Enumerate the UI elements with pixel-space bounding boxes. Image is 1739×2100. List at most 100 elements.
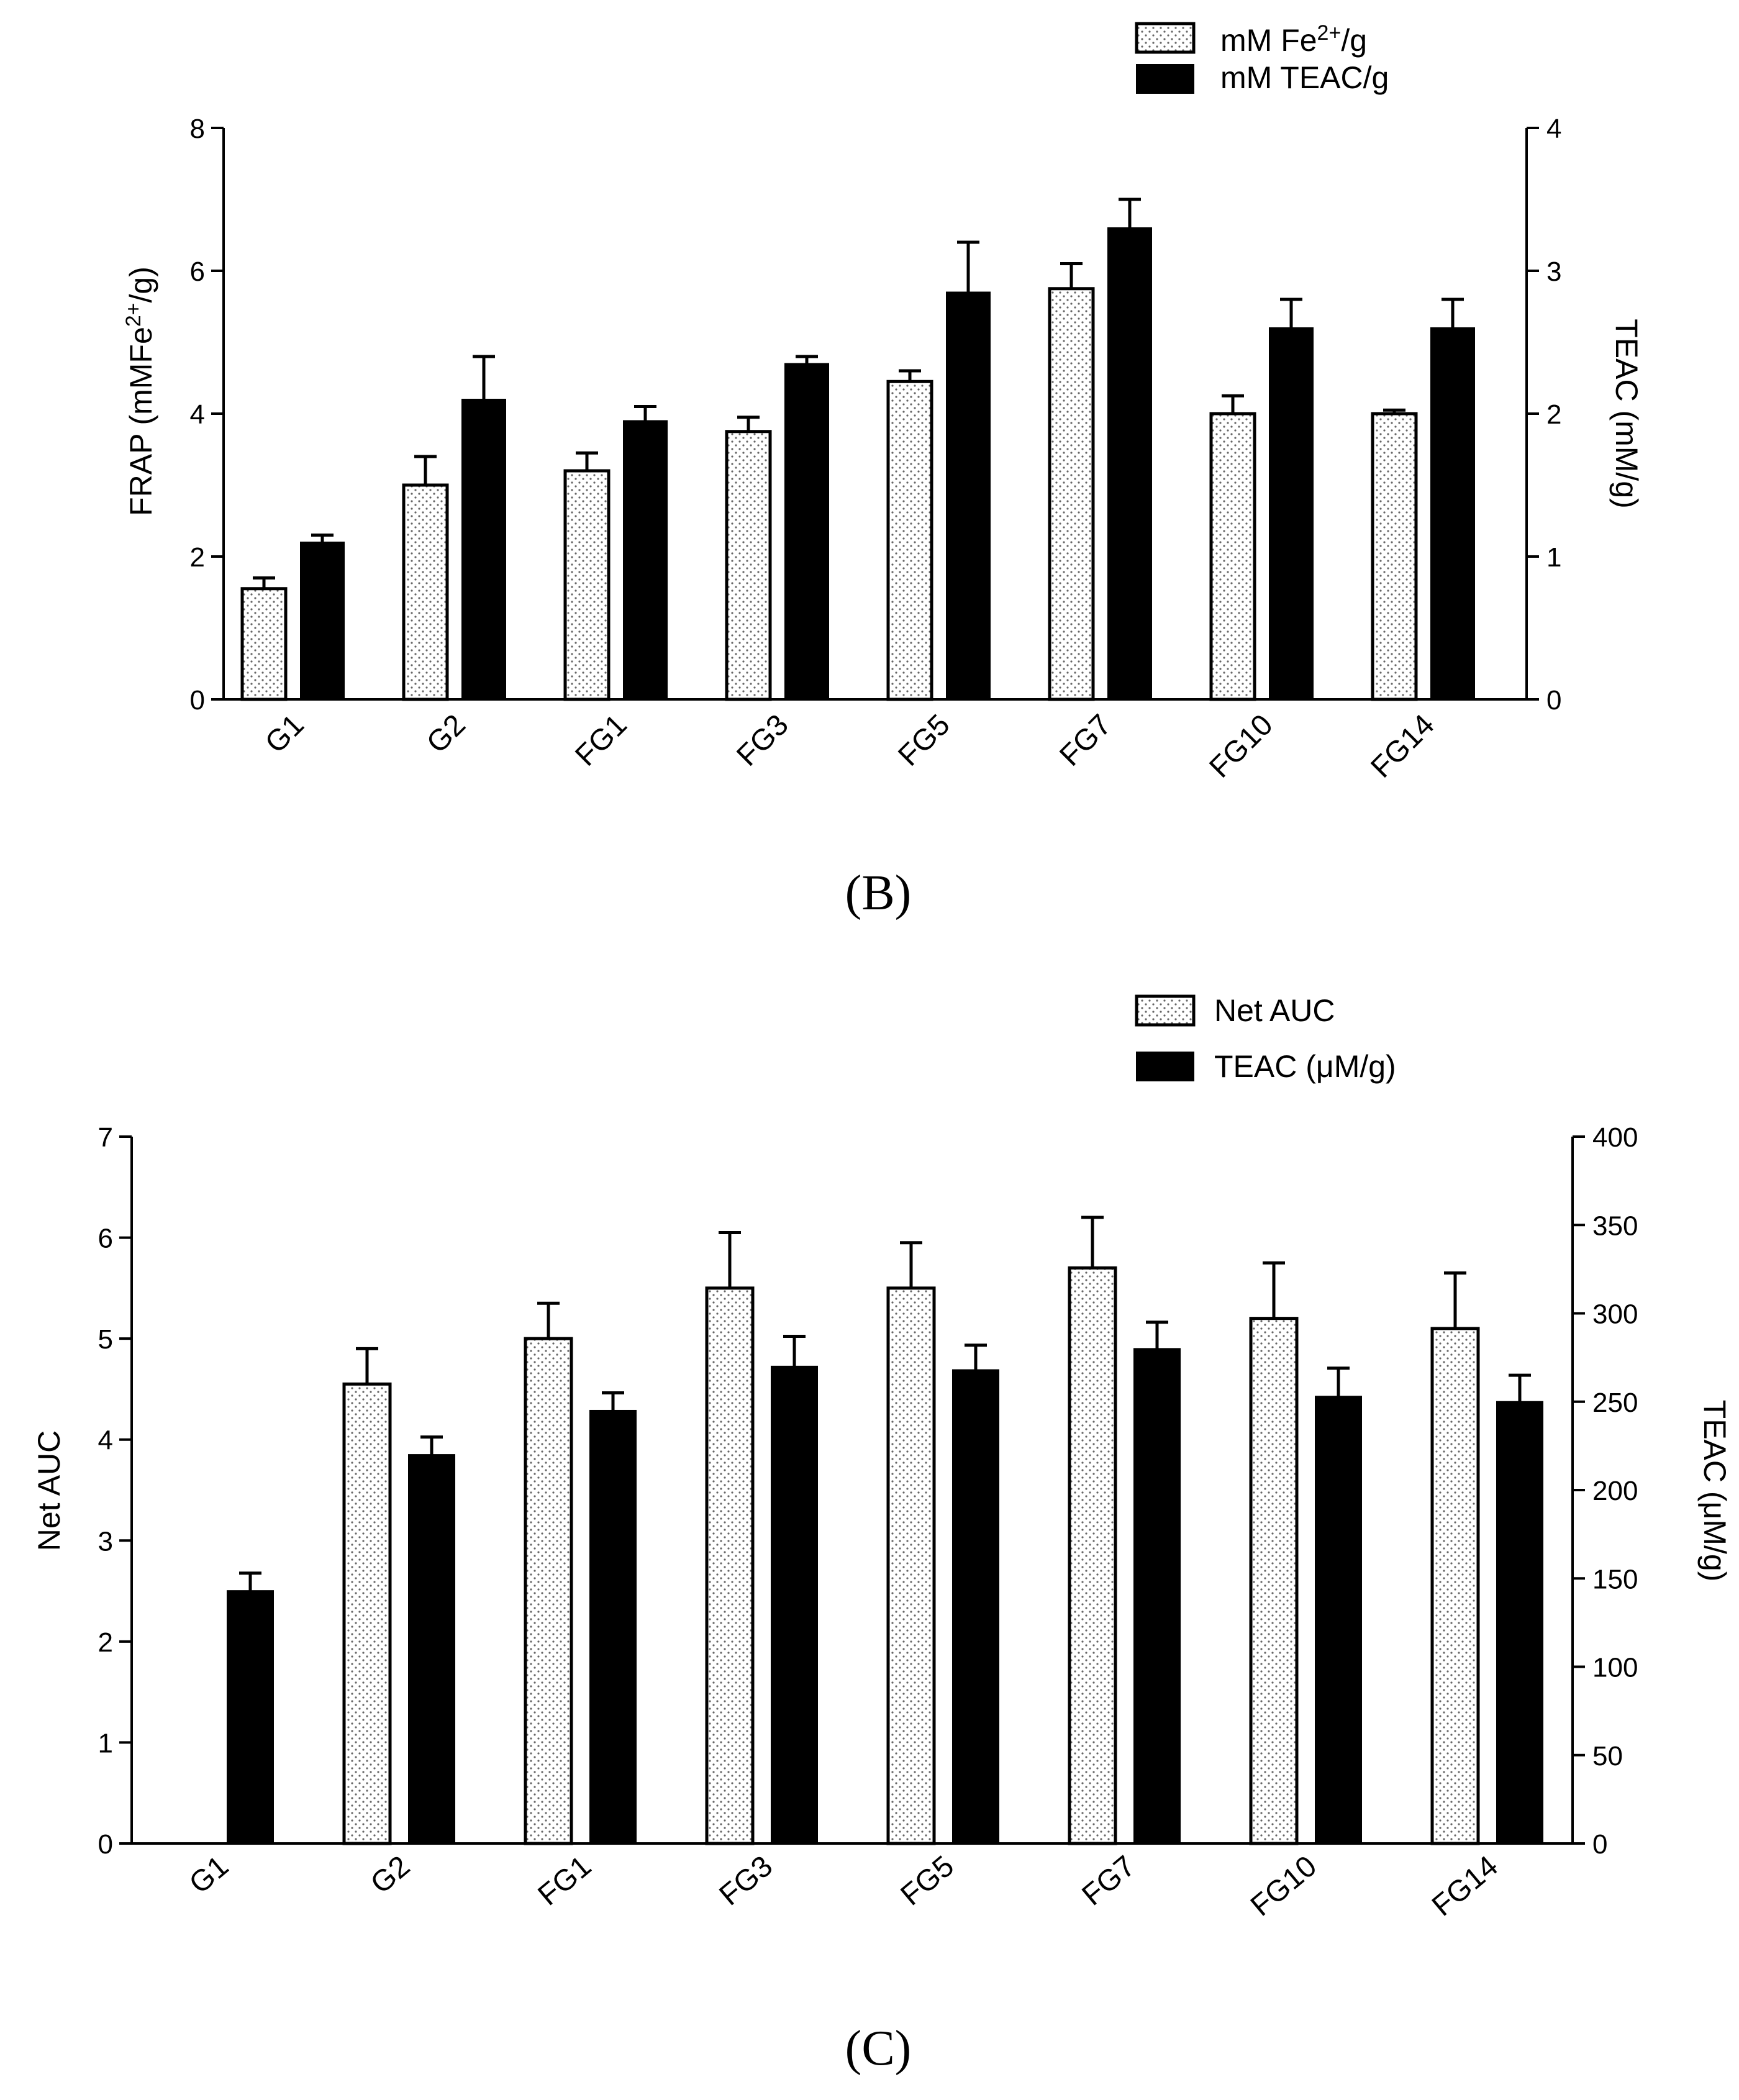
error-bar-FG3 xyxy=(796,355,818,364)
bar-dotted-FG5 xyxy=(886,380,933,701)
category-label: G2 xyxy=(365,1850,416,1901)
bar-dotted-FG3 xyxy=(705,1286,755,1845)
legend-swatch-solid xyxy=(1136,1052,1194,1081)
left-tick-label: 8 xyxy=(190,114,205,144)
left-tick-label: 6 xyxy=(190,257,205,287)
left-tick-label: 1 xyxy=(98,1728,113,1758)
legend-swatch-dotted xyxy=(1135,994,1196,1027)
error-bar-FG1 xyxy=(602,1391,624,1411)
left-tick-label: 6 xyxy=(98,1224,113,1254)
error-bar-FG3 xyxy=(737,416,760,432)
bar-solid-FG10 xyxy=(1315,1396,1362,1845)
bar-dotted-FG1 xyxy=(524,1337,573,1845)
error-bar-FG1 xyxy=(537,1301,560,1339)
chart-panel-b: mM Fe2+/g mM TEAC/g 0 2 4 6 8 0 1 2 3 4 G1 G2 FG1 F… xyxy=(122,21,1644,920)
error-bar-FG3 xyxy=(719,1230,741,1288)
right-tick-label: 1 xyxy=(1546,542,1561,573)
bar-solid-FG3 xyxy=(771,1365,818,1845)
chart-panel-c: Net AUC TEAC (μM/g) 0 1 2 3 4 5 6 7 0 50 100 150 20… xyxy=(32,993,1732,2076)
error-bar-FG7 xyxy=(1119,198,1141,228)
bar-solid-G2 xyxy=(408,1454,455,1845)
y-axis-right-title: TEAC (μM/g) xyxy=(1697,1400,1732,1582)
bar-solid-FG1 xyxy=(589,1409,637,1845)
bar-solid-G2 xyxy=(461,399,506,700)
bars xyxy=(240,198,1475,701)
bar-solid-FG1 xyxy=(623,420,668,700)
right-tick-label: 4 xyxy=(1546,114,1561,144)
error-bar-G2 xyxy=(414,455,437,485)
legend: Net AUC TEAC (μM/g) xyxy=(1135,993,1396,1084)
right-tick-label: 200 xyxy=(1592,1476,1638,1506)
category-label: FG14 xyxy=(1364,708,1440,784)
error-bar-FG5 xyxy=(899,369,921,382)
right-tick-label: 0 xyxy=(1592,1829,1607,1860)
error-bar-FG7 xyxy=(1060,262,1083,289)
error-bar-FG14 xyxy=(1444,1271,1466,1329)
bar-dotted-G2 xyxy=(402,483,449,701)
bar-solid-G1 xyxy=(227,1590,274,1845)
error-bar-FG14 xyxy=(1509,1373,1531,1402)
category-label: G1 xyxy=(259,708,311,760)
category-label: FG14 xyxy=(1426,1850,1504,1923)
bar-dotted-FG5 xyxy=(886,1286,936,1845)
legend-label-teac: TEAC (μM/g) xyxy=(1214,1049,1396,1084)
bar-dotted-FG10 xyxy=(1209,412,1256,701)
error-bar-FG3 xyxy=(783,1334,806,1366)
error-bar-FG10 xyxy=(1263,1261,1285,1319)
bar-solid-FG7 xyxy=(1107,227,1152,700)
bar-solid-G1 xyxy=(300,542,345,700)
left-tick-label: 5 xyxy=(98,1324,113,1355)
bar-dotted-FG14 xyxy=(1371,412,1418,701)
left-tick-label: 4 xyxy=(98,1425,113,1456)
error-bar-G1 xyxy=(311,534,334,542)
bar-solid-FG3 xyxy=(784,363,829,700)
category-labels: G1 G2 FG1 FG3 FG5 FG7 FG10 FG14 xyxy=(183,1850,1504,1923)
error-bar-FG10 xyxy=(1222,394,1244,414)
right-tick-label: 150 xyxy=(1592,1564,1638,1594)
category-labels: G1 G2 FG1 FG3 FG5 FG7 FG10 FG14 xyxy=(259,708,1441,784)
left-tick-label: 4 xyxy=(190,399,205,430)
category-label: FG1 xyxy=(532,1850,597,1912)
right-tick-label: 250 xyxy=(1592,1388,1638,1418)
bar-solid-FG5 xyxy=(946,291,991,700)
error-bar-G1 xyxy=(239,1571,261,1591)
left-tick-label: 3 xyxy=(98,1526,113,1557)
legend: mM Fe2+/g mM TEAC/g xyxy=(1135,21,1389,95)
bar-dotted-FG10 xyxy=(1249,1317,1299,1845)
bar-solid-FG14 xyxy=(1496,1401,1543,1844)
error-bar-FG5 xyxy=(900,1241,922,1288)
category-label: FG5 xyxy=(894,1850,960,1912)
error-bar-FG1 xyxy=(576,451,598,471)
right-tick-label: 300 xyxy=(1592,1299,1638,1330)
right-tick-label: 350 xyxy=(1592,1211,1638,1241)
category-label: FG3 xyxy=(713,1850,779,1912)
category-label: FG10 xyxy=(1203,708,1279,784)
bar-dotted-FG1 xyxy=(563,469,611,701)
y-axis-left-title: FRAP (mMFe2+/g) xyxy=(122,266,158,516)
left-ticks: 0 2 4 6 8 xyxy=(190,114,224,716)
error-bar-FG5 xyxy=(957,240,979,293)
left-tick-label: 0 xyxy=(98,1829,113,1860)
bar-dotted-FG7 xyxy=(1048,287,1095,701)
bar-solid-FG10 xyxy=(1269,327,1314,700)
error-bar-FG5 xyxy=(965,1343,987,1370)
category-label: FG7 xyxy=(1076,1850,1142,1912)
bar-dotted-FG14 xyxy=(1430,1327,1480,1845)
left-tick-label: 2 xyxy=(98,1627,113,1658)
panel-label-c: (C) xyxy=(845,2021,912,2076)
right-tick-label: 400 xyxy=(1592,1122,1638,1153)
y-axis-right-title: TEAC (mM/g) xyxy=(1609,319,1644,509)
legend-swatch-solid xyxy=(1136,64,1194,94)
right-tick-label: 2 xyxy=(1546,399,1561,430)
error-bar-G2 xyxy=(420,1435,443,1455)
y-axis-left-title: Net AUC xyxy=(32,1430,66,1552)
left-tick-label: 2 xyxy=(190,542,205,573)
right-tick-label: 50 xyxy=(1592,1741,1623,1771)
right-ticks: 0 1 2 3 4 xyxy=(1527,114,1561,716)
right-tick-label: 100 xyxy=(1592,1653,1638,1683)
right-tick-label: 0 xyxy=(1546,685,1561,716)
category-label: FG7 xyxy=(1053,708,1117,772)
error-bar-G2 xyxy=(473,355,495,399)
right-ticks: 0 50 100 150 200 250 300 350 400 xyxy=(1573,1122,1638,1860)
